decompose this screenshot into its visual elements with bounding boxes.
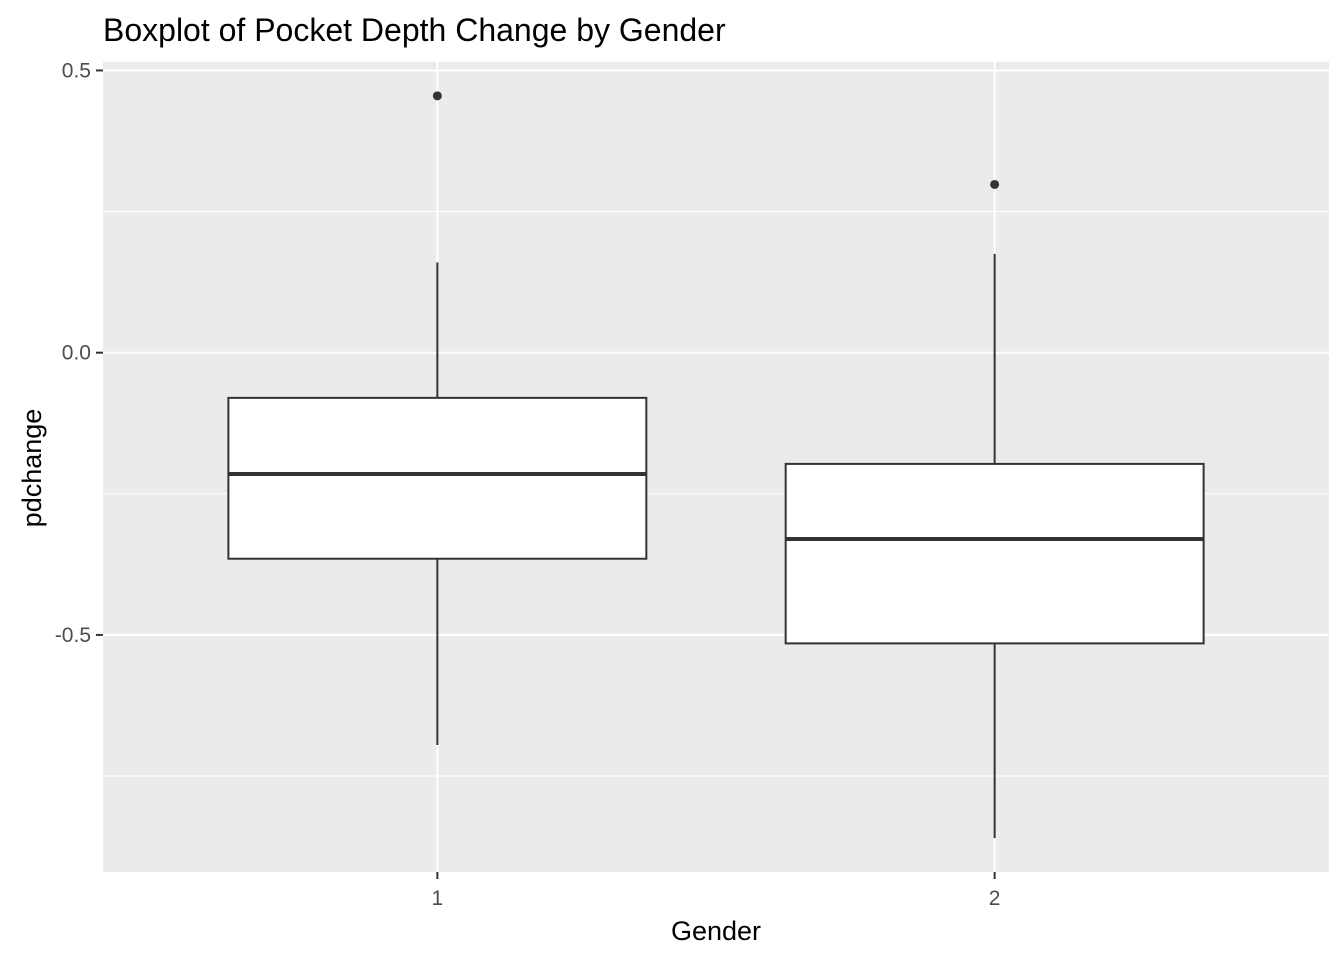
- y-tick-label: 0.5: [62, 59, 91, 82]
- y-tick-label: -0.5: [55, 624, 91, 647]
- box: [227, 396, 648, 560]
- outlier-point: [432, 91, 442, 101]
- chart-title: Boxplot of Pocket Depth Change by Gender: [103, 12, 726, 48]
- y-tick-label: 0.0: [62, 342, 91, 365]
- x-tick-label: 2: [989, 887, 1001, 910]
- x-axis-title: Gender: [671, 916, 761, 946]
- box-group-1: [227, 91, 648, 745]
- box: [784, 462, 1205, 645]
- axes: -0.5 0.0 0.5 1 2: [55, 59, 1001, 910]
- x-tick-label: 1: [432, 887, 444, 910]
- y-axis-title: pdchange: [17, 409, 47, 528]
- box-series: [227, 91, 1205, 839]
- box-group-2: [784, 179, 1205, 839]
- outlier-point: [990, 179, 1000, 189]
